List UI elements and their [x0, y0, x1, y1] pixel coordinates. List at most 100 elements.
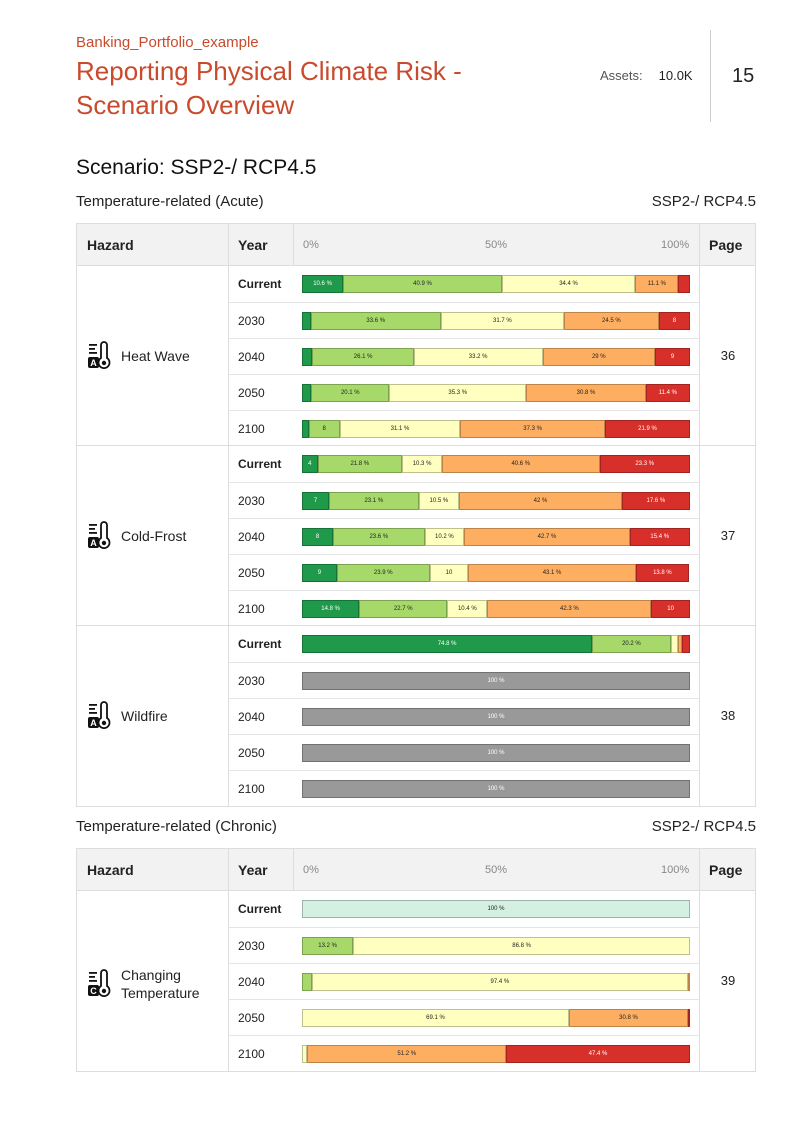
column-page: Page	[709, 237, 743, 253]
year-label: Current	[238, 457, 282, 471]
bar-segment: 97.4 %	[312, 973, 688, 991]
bar-segment: 9	[302, 564, 337, 582]
column-divider	[228, 224, 229, 266]
stacked-bar: 100 %	[302, 708, 690, 726]
bar-segment	[687, 973, 690, 991]
column-hazard: Hazard	[87, 237, 134, 253]
bar-segment: 10.5 %	[418, 492, 460, 510]
bar-segment: 4	[302, 455, 318, 473]
bar-segment: 26.1 %	[312, 348, 414, 366]
bar-segment: 40.9 %	[343, 275, 502, 293]
year-row: 2040 97.4 %	[228, 963, 699, 999]
year-label: 2050	[238, 1011, 265, 1025]
year-row: 2040 8 23.6 % 10.2 % 42.7 % 15.4 %	[228, 518, 699, 554]
year-row: Current 74.8 % 20.2 %	[228, 626, 699, 662]
bar-segment: 9	[655, 348, 690, 366]
year-row: 2050 100 %	[228, 734, 699, 770]
year-label: 2100	[238, 782, 265, 796]
column-divider	[699, 224, 700, 266]
svg-text:A: A	[90, 358, 97, 368]
hazard-name: Heat Wave	[121, 348, 190, 364]
year-row: 2050 9 23.9 % 10 43.1 % 13.8 %	[228, 554, 699, 590]
year-label: Current	[238, 637, 282, 651]
stacked-bar: 100 %	[302, 744, 690, 762]
bar-segment: 40.6 %	[442, 455, 600, 473]
year-label: 2100	[238, 602, 265, 616]
bar-segment: 7	[302, 492, 330, 510]
bar-segment	[302, 312, 311, 330]
year-rows: Current 74.8 % 20.2 % 2030 100 % 2040 100 % 205…	[77, 626, 699, 806]
scale-0-label: 0%	[303, 864, 319, 876]
stacked-bar: 69.1 % 30.8 %	[302, 1009, 690, 1027]
year-row: 2100 100 %	[228, 770, 699, 806]
scale-50-label: 50%	[485, 239, 508, 251]
bar-segment: 10	[651, 600, 690, 618]
column-year: Year	[238, 237, 268, 253]
bar-segment	[302, 1045, 308, 1063]
section-heading: Temperature-related (Acute) SSP2-/ RCP4.5	[76, 193, 756, 213]
year-label: 2030	[238, 939, 265, 953]
bar-segment: 24.5 %	[563, 312, 659, 330]
scenario-title: Scenario: SSP2-/ RCP4.5	[76, 156, 317, 179]
year-label: 2040	[238, 350, 265, 364]
bar-segment: 51.2 %	[307, 1045, 507, 1063]
hazard-page-number: 39	[720, 973, 736, 988]
column-page: Page	[709, 862, 743, 878]
column-divider	[228, 891, 229, 1071]
bar-segment: 13.2 %	[302, 937, 354, 955]
stacked-bar: 97.4 %	[302, 973, 690, 991]
bar-segment: 30.8 %	[569, 1009, 688, 1027]
section-scenario: SSP2-/ RCP4.5	[651, 193, 756, 210]
hazard-name: Cold-Frost	[121, 528, 187, 544]
hazard-page-number: 37	[720, 528, 736, 543]
hazard-name: Changing Temperature	[121, 967, 200, 1001]
hazard-name: Wildfire	[121, 708, 168, 724]
stacked-bar: 8 31.1 % 37.3 % 21.9 %	[302, 420, 690, 438]
scale-100-label: 100%	[661, 864, 690, 876]
section-title: Temperature-related (Acute)	[76, 193, 264, 210]
stacked-bar: 26.1 % 33.2 % 29 % 9	[302, 348, 690, 366]
column-divider	[228, 266, 229, 445]
assets-value: 10.0K	[658, 68, 693, 83]
hazard-cell: C Changing Temperature	[87, 966, 211, 1002]
hazard-table: Hazard Year Page 0% 50% 100% C Changing Tempera…	[76, 848, 756, 1072]
bar-segment: 42.3 %	[487, 600, 652, 618]
year-row: 2050 20.1 % 35.3 % 30.8 % 11.4 %	[228, 374, 699, 410]
bar-segment	[302, 420, 309, 438]
bar-segment: 23.3 %	[599, 455, 690, 473]
column-divider	[699, 891, 700, 1071]
bar-segment: 10.4 %	[447, 600, 488, 618]
year-row: 2030 13.2 % 86.8 %	[228, 927, 699, 963]
stacked-bar: 100 %	[302, 672, 690, 690]
assets-summary: Assets: 10.0K	[600, 68, 693, 83]
stacked-bar: 20.1 % 35.3 % 30.8 % 11.4 %	[302, 384, 690, 402]
bar-segment: 42 %	[459, 492, 622, 510]
year-label: 2040	[238, 710, 265, 724]
bar-segment	[302, 973, 313, 991]
bar-segment: 20.1 %	[311, 384, 390, 402]
hazard-group: A Wildfire 38 Current 74.8 % 20.2 % 2030 100 % 2…	[77, 626, 755, 806]
bar-segment: 69.1 %	[302, 1009, 569, 1027]
bar-segment: 8	[302, 528, 334, 546]
bar-segment: 11.4 %	[645, 384, 690, 402]
bar-segment: 20.2 %	[592, 635, 671, 653]
column-divider	[699, 446, 700, 625]
thermometer-c-icon: C	[87, 969, 113, 999]
year-rows: Current 100 % 2030 13.2 % 86.8 % 2040 97.4 % 20…	[77, 891, 699, 1071]
bar-segment: 31.1 %	[339, 420, 461, 438]
year-label: 2050	[238, 386, 265, 400]
stacked-bar: 33.6 % 31.7 % 24.5 % 8	[302, 312, 690, 330]
year-label: 2040	[238, 975, 265, 989]
bar-segment: 42.7 %	[464, 528, 630, 546]
bar-segment: 21.8 %	[317, 455, 403, 473]
hazard-cell: A Cold-Frost	[87, 521, 186, 551]
year-row: 2040 100 %	[228, 698, 699, 734]
stacked-bar: 8 23.6 % 10.2 % 42.7 % 15.4 %	[302, 528, 690, 546]
bar-segment	[688, 1009, 690, 1027]
svg-text:A: A	[90, 718, 97, 728]
bar-segment	[670, 635, 679, 653]
hazard-group: A Cold-Frost 37 Current 4 21.8 % 10.3 % 40.6 % 2…	[77, 446, 755, 626]
year-label: 2030	[238, 314, 265, 328]
stacked-bar: 7 23.1 % 10.5 % 42 % 17.6 %	[302, 492, 690, 510]
bar-segment: 100 %	[302, 780, 690, 798]
